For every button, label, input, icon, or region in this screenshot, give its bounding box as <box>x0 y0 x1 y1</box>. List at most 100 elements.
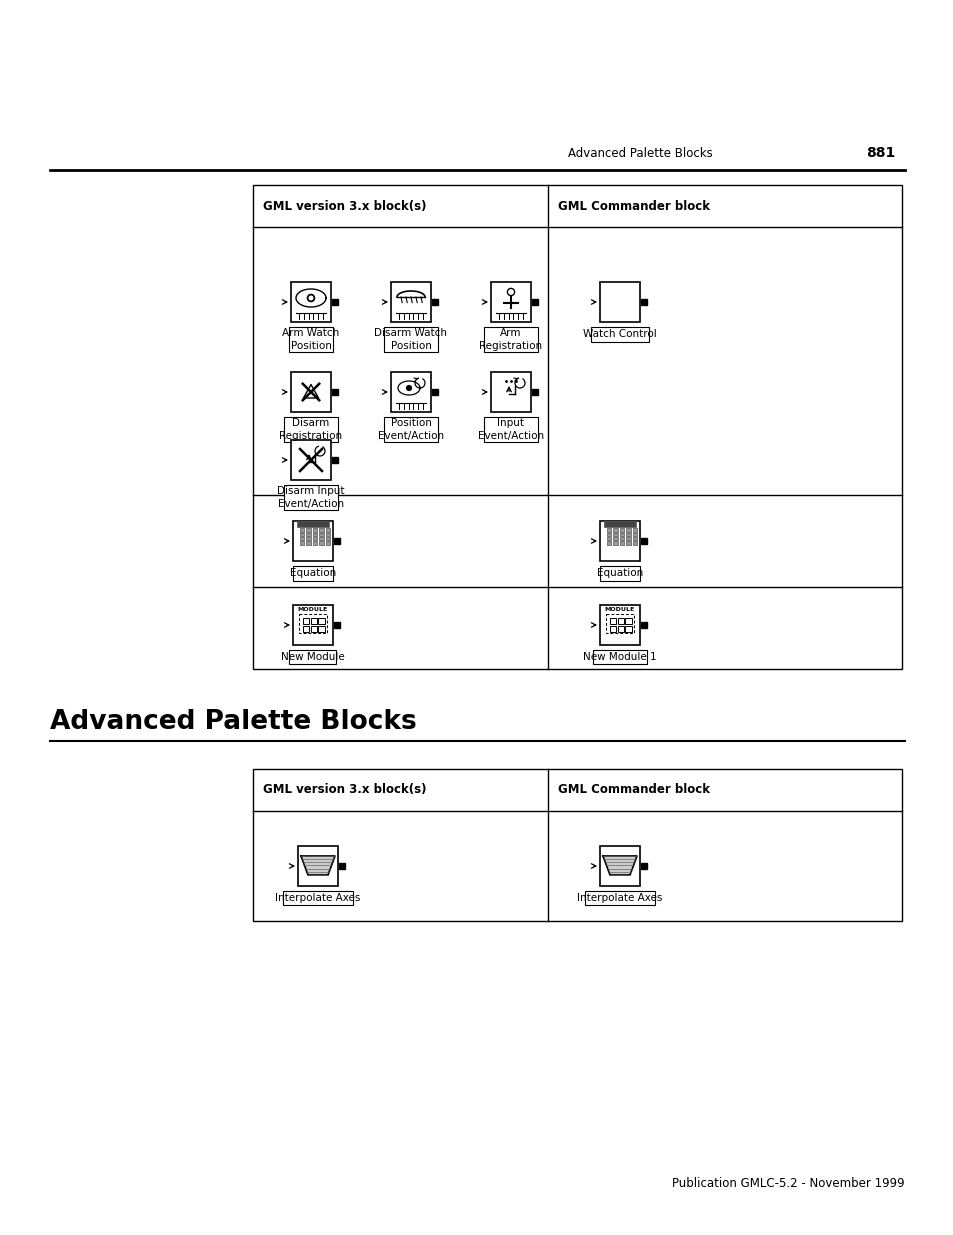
Bar <box>491 282 531 322</box>
Bar <box>599 605 639 645</box>
Text: Equation: Equation <box>597 568 642 578</box>
Bar <box>303 618 309 625</box>
Text: Disarm
Registration: Disarm Registration <box>279 419 342 441</box>
Text: Advanced Palette Blocks: Advanced Palette Blocks <box>50 709 416 735</box>
Bar <box>624 626 631 632</box>
Bar <box>293 521 333 561</box>
Bar <box>592 650 647 664</box>
Bar <box>613 529 618 531</box>
Bar <box>299 537 304 541</box>
Bar <box>617 618 623 625</box>
Text: Interpolate Axes: Interpolate Axes <box>577 893 662 903</box>
Bar <box>253 769 901 921</box>
Bar <box>606 529 611 531</box>
Polygon shape <box>602 856 637 876</box>
Text: New Module 1: New Module 1 <box>582 652 656 662</box>
Bar <box>306 532 311 536</box>
Text: Interpolate Axes: Interpolate Axes <box>275 893 360 903</box>
Bar <box>483 327 537 352</box>
Circle shape <box>307 294 314 301</box>
Bar <box>483 417 537 442</box>
Bar <box>624 618 631 625</box>
Bar <box>291 282 331 322</box>
Text: MODULE: MODULE <box>604 606 635 611</box>
Text: Disarm Input
Event/Action: Disarm Input Event/Action <box>277 487 344 509</box>
Bar <box>599 846 639 885</box>
Bar <box>605 614 634 634</box>
Bar <box>319 541 323 545</box>
Bar <box>325 532 330 536</box>
Bar <box>291 372 331 412</box>
Bar <box>311 618 316 625</box>
Polygon shape <box>396 291 424 296</box>
Bar <box>584 890 655 905</box>
Bar <box>606 541 611 545</box>
Bar <box>599 282 639 322</box>
Bar <box>297 846 337 885</box>
Bar <box>325 537 330 541</box>
Bar <box>325 529 330 531</box>
Bar <box>619 541 623 545</box>
Bar <box>613 532 618 536</box>
Bar <box>306 537 311 541</box>
Text: GML version 3.x block(s): GML version 3.x block(s) <box>263 200 426 212</box>
Bar <box>294 566 333 580</box>
Text: Publication GMLC-5.2 - November 1999: Publication GMLC-5.2 - November 1999 <box>672 1177 904 1191</box>
Bar <box>289 650 336 664</box>
Bar <box>319 532 323 536</box>
Bar <box>632 541 637 545</box>
Text: MODULE: MODULE <box>297 606 328 611</box>
Bar <box>391 372 431 412</box>
Circle shape <box>406 385 411 390</box>
Bar <box>609 618 616 625</box>
Bar <box>391 282 431 322</box>
Bar <box>599 566 639 580</box>
Bar <box>313 541 316 545</box>
Polygon shape <box>295 289 326 308</box>
Bar <box>609 626 616 632</box>
Bar <box>297 521 328 526</box>
Bar <box>299 541 304 545</box>
Circle shape <box>309 296 313 300</box>
Bar <box>306 529 311 531</box>
Bar <box>318 618 324 625</box>
Bar <box>293 605 333 645</box>
Bar <box>299 529 304 531</box>
Bar <box>383 327 438 352</box>
Bar <box>282 890 353 905</box>
Bar <box>383 417 438 442</box>
Text: Position
Event/Action: Position Event/Action <box>377 419 443 441</box>
Bar <box>289 327 333 352</box>
Bar <box>313 529 316 531</box>
Bar <box>625 532 630 536</box>
Bar <box>619 532 623 536</box>
Bar <box>299 532 304 536</box>
Bar <box>298 614 327 634</box>
Bar <box>491 372 531 412</box>
Text: GML version 3.x block(s): GML version 3.x block(s) <box>263 783 426 797</box>
Bar <box>619 537 623 541</box>
Bar <box>599 521 639 561</box>
Bar <box>617 626 623 632</box>
Bar <box>283 485 338 510</box>
Bar <box>632 537 637 541</box>
Text: Arm
Registration: Arm Registration <box>479 329 542 351</box>
Bar <box>625 537 630 541</box>
Bar <box>311 626 316 632</box>
Text: GML Commander block: GML Commander block <box>558 200 709 212</box>
Text: Input
Event/Action: Input Event/Action <box>477 419 543 441</box>
Bar <box>625 541 630 545</box>
Bar <box>306 541 311 545</box>
Polygon shape <box>301 856 335 876</box>
Bar <box>613 541 618 545</box>
Bar <box>319 529 323 531</box>
Text: Arm Watch
Position: Arm Watch Position <box>282 329 339 351</box>
Text: New Module: New Module <box>281 652 345 662</box>
Bar <box>632 529 637 531</box>
Text: Equation: Equation <box>290 568 335 578</box>
Bar <box>604 521 635 526</box>
Bar <box>325 541 330 545</box>
Bar <box>303 626 309 632</box>
Bar <box>625 529 630 531</box>
Bar <box>319 537 323 541</box>
